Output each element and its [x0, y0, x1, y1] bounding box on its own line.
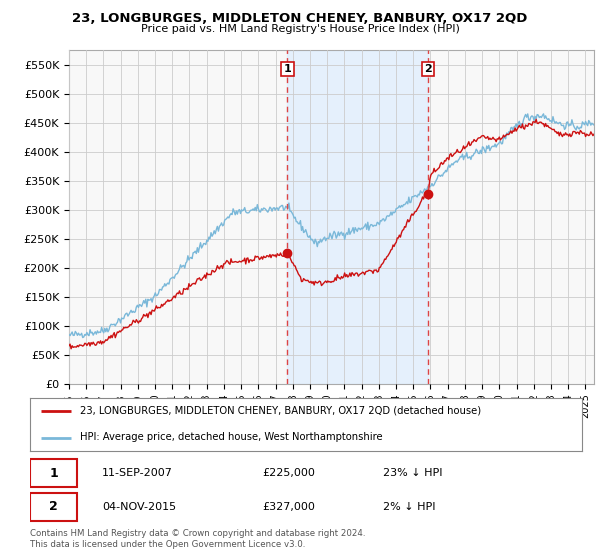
- Text: 23, LONGBURGES, MIDDLETON CHENEY, BANBURY, OX17 2QD (detached house): 23, LONGBURGES, MIDDLETON CHENEY, BANBUR…: [80, 406, 481, 416]
- Text: £327,000: £327,000: [262, 502, 315, 512]
- Text: 1: 1: [49, 466, 58, 480]
- Text: 23, LONGBURGES, MIDDLETON CHENEY, BANBURY, OX17 2QD: 23, LONGBURGES, MIDDLETON CHENEY, BANBUR…: [73, 12, 527, 25]
- FancyBboxPatch shape: [30, 493, 77, 521]
- Text: 11-SEP-2007: 11-SEP-2007: [102, 468, 173, 478]
- Text: Price paid vs. HM Land Registry's House Price Index (HPI): Price paid vs. HM Land Registry's House …: [140, 24, 460, 34]
- Text: Contains HM Land Registry data © Crown copyright and database right 2024.
This d: Contains HM Land Registry data © Crown c…: [30, 529, 365, 549]
- Text: 2: 2: [49, 500, 58, 514]
- FancyBboxPatch shape: [30, 459, 77, 487]
- Bar: [287, 50, 428, 384]
- Text: 2% ↓ HPI: 2% ↓ HPI: [383, 502, 436, 512]
- Text: 04-NOV-2015: 04-NOV-2015: [102, 502, 176, 512]
- Text: £225,000: £225,000: [262, 468, 315, 478]
- Text: 23% ↓ HPI: 23% ↓ HPI: [383, 468, 443, 478]
- Text: 1: 1: [284, 64, 292, 74]
- Text: HPI: Average price, detached house, West Northamptonshire: HPI: Average price, detached house, West…: [80, 432, 382, 442]
- Text: 2: 2: [424, 64, 431, 74]
